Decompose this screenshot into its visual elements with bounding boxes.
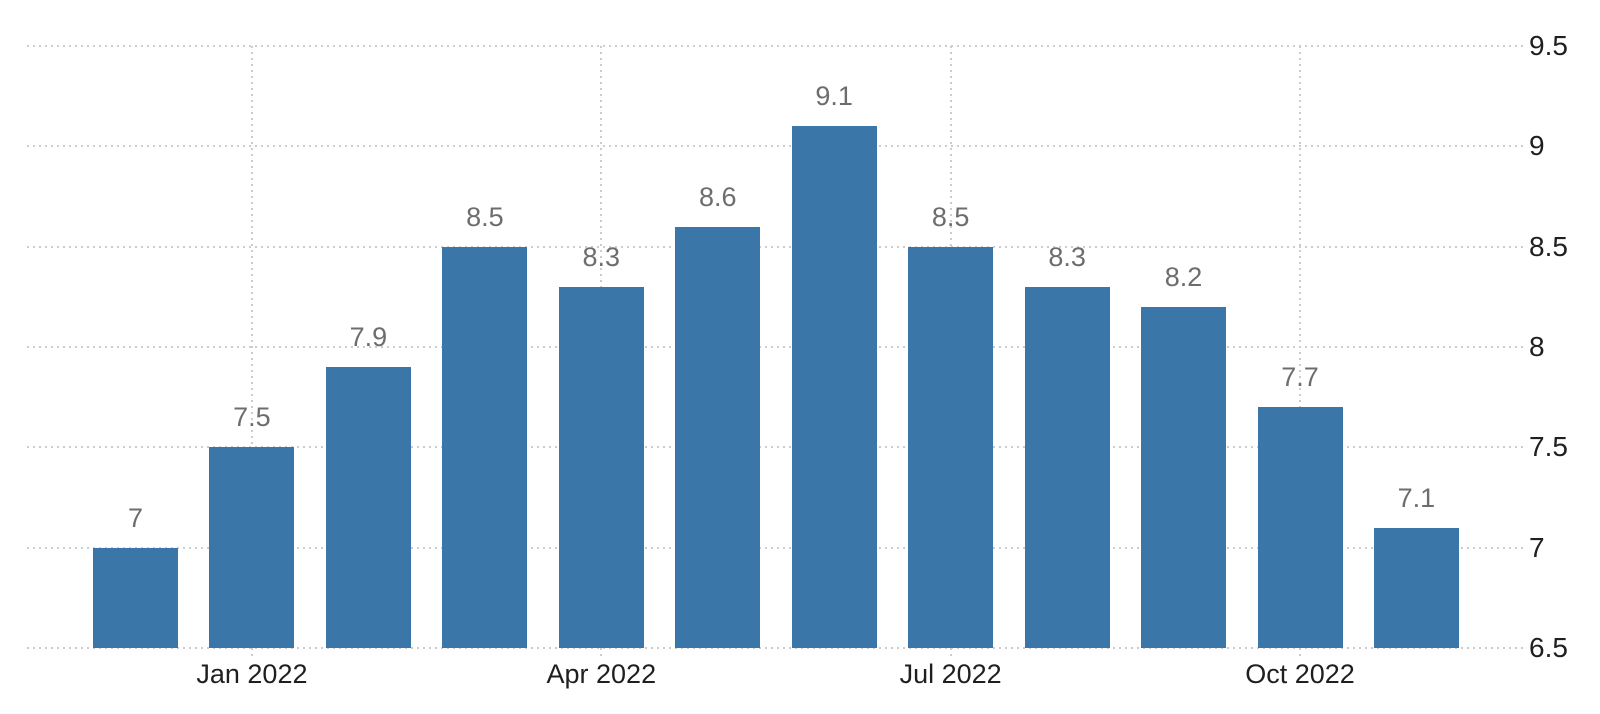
- x-axis-tick: [1299, 648, 1301, 656]
- x-axis-tick: [949, 648, 952, 656]
- horizontal-gridline: [27, 45, 1523, 47]
- x-axis-tick-label: Oct 2022: [1245, 659, 1355, 689]
- bar-value-label: 7.7: [1281, 362, 1319, 393]
- horizontal-gridline: [27, 245, 1523, 248]
- y-axis-tick-label: 9.5: [1529, 30, 1568, 61]
- bar-value-label: 8.6: [698, 181, 737, 212]
- bar[interactable]: [908, 246, 994, 648]
- bar-value-label: 8.5: [931, 201, 970, 232]
- bar[interactable]: [791, 126, 877, 648]
- bar[interactable]: [1373, 527, 1459, 648]
- x-axis-tick-label: Jul 2022: [899, 659, 1002, 689]
- bar-value-label: 8.5: [466, 201, 504, 232]
- bar-value-label: 9.1: [815, 81, 853, 112]
- x-axis-tick: [250, 648, 253, 656]
- bar[interactable]: [558, 286, 644, 648]
- y-axis-tick-label: 7.5: [1529, 431, 1568, 463]
- vertical-gridline: [1299, 46, 1301, 648]
- bar-value-label: 8.3: [582, 241, 621, 272]
- bar[interactable]: [442, 246, 528, 648]
- bar[interactable]: [209, 447, 295, 648]
- y-axis-tick-label: 6.5: [1529, 632, 1568, 663]
- bar[interactable]: [1141, 306, 1227, 648]
- y-axis-tick-label: 9: [1529, 130, 1545, 162]
- bar[interactable]: [325, 367, 411, 648]
- bar-value-label: 7.1: [1397, 482, 1436, 513]
- bar[interactable]: [93, 547, 178, 648]
- x-axis-tick-label: Apr 2022: [546, 659, 657, 689]
- horizontal-gridline: [27, 546, 1523, 549]
- bar[interactable]: [1257, 407, 1343, 648]
- x-axis-tick-label: Jan 2022: [196, 659, 308, 689]
- bar-value-label: 7: [127, 502, 144, 533]
- bar[interactable]: [1024, 286, 1110, 648]
- y-axis-tick-label: 7: [1529, 531, 1545, 563]
- y-axis-tick-label: 8.5: [1529, 230, 1568, 262]
- bar[interactable]: [675, 226, 761, 648]
- bar-value-label: 8.3: [1048, 241, 1086, 272]
- bar-value-label: 8.2: [1164, 261, 1203, 292]
- horizontal-gridline: [27, 647, 1523, 649]
- bar-value-label: 7.5: [233, 402, 271, 433]
- x-axis-tick: [600, 648, 603, 656]
- vertical-gridline: [250, 46, 253, 648]
- bar-value-label: 7.9: [349, 322, 388, 353]
- horizontal-gridline: [27, 346, 1523, 348]
- y-axis-tick-label: 8: [1529, 331, 1545, 362]
- horizontal-gridline: [27, 446, 1523, 449]
- horizontal-gridline: [27, 145, 1523, 148]
